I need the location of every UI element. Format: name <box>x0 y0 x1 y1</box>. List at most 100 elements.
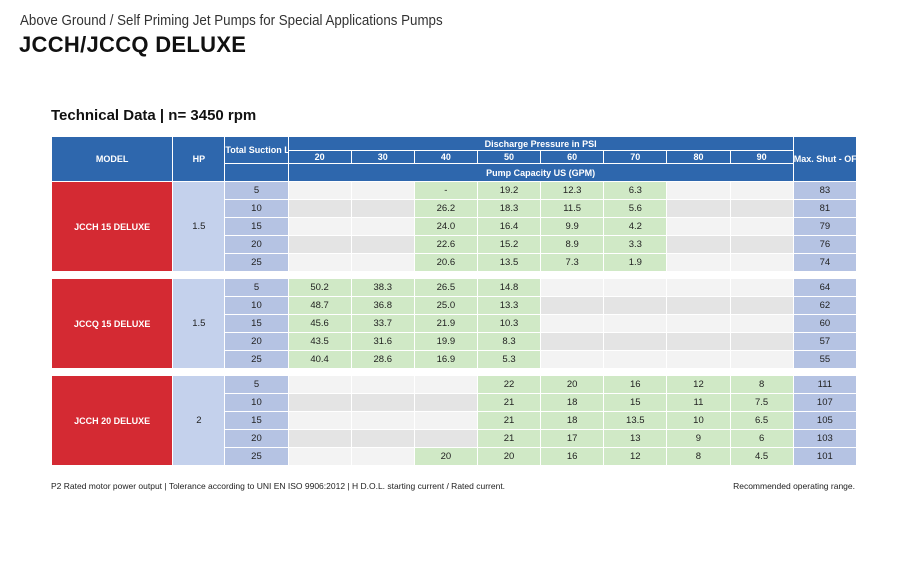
capacity-cell: 25.0 <box>414 297 477 314</box>
max-shutoff-cell: 79 <box>793 218 856 235</box>
max-shutoff-header: Max. Shut - OFF PSI <box>793 137 856 181</box>
capacity-cell: 48.7 <box>288 297 351 314</box>
capacity-cell <box>351 394 414 411</box>
max-shutoff-cell: 111 <box>793 376 856 393</box>
group-separator <box>52 272 856 278</box>
capacity-cell <box>414 430 477 447</box>
model-cell: JCCH 20 DELUXE <box>52 376 173 465</box>
table-row: 20 21 17 13 9 6 103 <box>52 430 856 447</box>
capacity-cell: 8.3 <box>477 333 541 350</box>
capacity-cell: 19.2 <box>477 182 541 199</box>
capacity-cell: 6.5 <box>730 412 793 429</box>
page-subtitle: Above Ground / Self Priming Jet Pumps fo… <box>20 13 443 29</box>
capacity-cell: 20 <box>541 376 604 393</box>
capacity-cell <box>351 218 414 235</box>
group-separator <box>52 369 856 375</box>
capacity-cell: 26.5 <box>414 279 477 296</box>
section-heading: Technical Data | n= 3450 rpm <box>51 107 256 124</box>
table-row: 25 20.6 13.5 7.3 1.9 74 <box>52 254 856 271</box>
capacity-cell <box>351 200 414 217</box>
technical-data-table: MODEL HP Total Suction Lift Hs ft Discha… <box>51 136 857 466</box>
capacity-cell: 20.6 <box>414 254 477 271</box>
capacity-cell: 19.9 <box>414 333 477 350</box>
max-shutoff-cell: 105 <box>793 412 856 429</box>
suction-lift-cell: 5 <box>225 376 288 393</box>
capacity-cell <box>604 297 667 314</box>
pressure-header: 30 <box>351 151 414 163</box>
pressure-header: 40 <box>414 151 477 163</box>
capacity-cell <box>288 394 351 411</box>
max-shutoff-cell: 57 <box>793 333 856 350</box>
table-row: 15 45.6 33.7 21.9 10.3 60 <box>52 315 856 332</box>
capacity-cell: 5.6 <box>604 200 667 217</box>
max-shutoff-cell: 103 <box>793 430 856 447</box>
max-shutoff-cell: 76 <box>793 236 856 253</box>
suction-lift-cell: 10 <box>225 297 288 314</box>
capacity-cell <box>730 200 793 217</box>
capacity-cell: 15.2 <box>477 236 541 253</box>
capacity-cell: 22.6 <box>414 236 477 253</box>
capacity-cell <box>604 315 667 332</box>
max-shutoff-cell: 62 <box>793 297 856 314</box>
recommended-range-note: Recommended operating range. <box>733 481 855 491</box>
capacity-cell: 9 <box>667 430 730 447</box>
capacity-cell <box>288 376 351 393</box>
table-row: 10 26.2 18.3 11.5 5.6 81 <box>52 200 856 217</box>
capacity-cell: 7.5 <box>730 394 793 411</box>
capacity-cell <box>351 412 414 429</box>
capacity-cell: 6 <box>730 430 793 447</box>
capacity-cell <box>730 218 793 235</box>
capacity-cell: 8.9 <box>541 236 604 253</box>
capacity-cell: 18.3 <box>477 200 541 217</box>
capacity-cell <box>730 333 793 350</box>
capacity-cell <box>288 236 351 253</box>
capacity-cell: 21 <box>477 394 541 411</box>
suction-lift-cell: 20 <box>225 333 288 350</box>
capacity-cell: 12 <box>667 376 730 393</box>
max-shutoff-cell: 74 <box>793 254 856 271</box>
table-row: 10 48.7 36.8 25.0 13.3 62 <box>52 297 856 314</box>
capacity-cell <box>414 412 477 429</box>
pressure-header: 20 <box>288 151 351 163</box>
table-body: JCCH 15 DELUXE 1.5 5-19.2 12.3 6.3 83 10 26.2 18… <box>52 182 856 465</box>
suction-lift-cell: 20 <box>225 430 288 447</box>
capacity-cell: 18 <box>541 412 604 429</box>
capacity-cell <box>351 430 414 447</box>
table-row: 15 24.0 16.4 9.9 4.2 79 <box>52 218 856 235</box>
capacity-cell: 22 <box>477 376 541 393</box>
capacity-cell: - <box>414 182 477 199</box>
capacity-cell <box>730 297 793 314</box>
capacity-cell: 11.5 <box>541 200 604 217</box>
max-shutoff-cell: 107 <box>793 394 856 411</box>
capacity-cell: 16 <box>541 448 604 465</box>
capacity-cell <box>351 448 414 465</box>
capacity-cell <box>288 430 351 447</box>
capacity-cell: 45.6 <box>288 315 351 332</box>
hp-header: HP <box>173 137 225 181</box>
capacity-cell <box>730 315 793 332</box>
pressure-header: 80 <box>667 151 730 163</box>
capacity-cell <box>414 376 477 393</box>
capacity-cell: 38.3 <box>351 279 414 296</box>
table-row: 25 40.4 28.6 16.9 5.3 55 <box>52 351 856 368</box>
capacity-cell <box>541 279 604 296</box>
suction-lift-cell: 25 <box>225 351 288 368</box>
model-cell: JCCQ 15 DELUXE <box>52 279 173 368</box>
capacity-cell: 43.5 <box>288 333 351 350</box>
capacity-cell: 11 <box>667 394 730 411</box>
model-header: MODEL <box>52 137 173 181</box>
capacity-cell <box>351 182 414 199</box>
capacity-cell: 12 <box>604 448 667 465</box>
capacity-cell: 13.3 <box>477 297 541 314</box>
suction-lift-cell: 15 <box>225 412 288 429</box>
capacity-cell: 14.8 <box>477 279 541 296</box>
pressure-header: 70 <box>604 151 667 163</box>
suction-lift-cell: 10 <box>225 394 288 411</box>
capacity-cell <box>730 182 793 199</box>
capacity-cell <box>541 315 604 332</box>
capacity-cell: 28.6 <box>351 351 414 368</box>
table-row: 10 21 18 15 11 7.5 107 <box>52 394 856 411</box>
max-shutoff-cell: 55 <box>793 351 856 368</box>
capacity-cell <box>667 254 730 271</box>
capacity-cell: 13.5 <box>477 254 541 271</box>
